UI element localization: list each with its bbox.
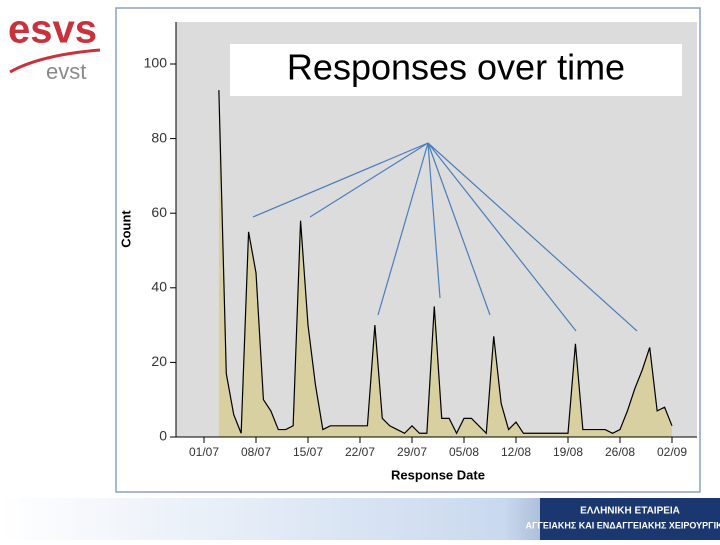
footer-line1: ΕΛΛΗΝΙΚΗ ΕΤΑΙΡΕΙΑ — [580, 506, 680, 517]
logo-main: esvs — [8, 8, 97, 52]
chart-title: Responses over time — [287, 47, 625, 88]
y-tick-label: 80 — [151, 129, 167, 145]
x-tick-label: 22/07 — [345, 445, 375, 459]
x-tick-label: 12/08 — [501, 445, 531, 459]
x-tick-label: 15/07 — [293, 445, 323, 459]
logo-sub: evst — [46, 59, 86, 84]
x-tick-label: 26/08 — [605, 445, 635, 459]
x-axis-label: Response Date — [391, 467, 485, 482]
y-tick-label: 40 — [151, 279, 167, 295]
footer-logo-bg — [540, 498, 720, 540]
y-tick-label: 60 — [151, 204, 167, 220]
y-tick-label: 0 — [159, 428, 167, 444]
x-tick-label: 19/08 — [553, 445, 583, 459]
x-tick-label: 29/07 — [397, 445, 427, 459]
x-tick-label: 08/07 — [241, 445, 271, 459]
footer-line2: ΑΓΓΕΙΑΚΗΣ ΚΑΙ ΕΝΔΑΓΓΕΙΑΚΗΣ ΧΕΙΡΟΥΡΓΙΚΗΣ — [526, 520, 720, 530]
x-tick-label: 01/07 — [189, 445, 219, 459]
y-axis-label: Count — [118, 210, 133, 248]
x-tick-label: 05/08 — [449, 445, 479, 459]
x-tick-label: 02/09 — [657, 445, 687, 459]
y-tick-label: 20 — [151, 353, 167, 369]
y-tick-label: 100 — [144, 55, 168, 71]
